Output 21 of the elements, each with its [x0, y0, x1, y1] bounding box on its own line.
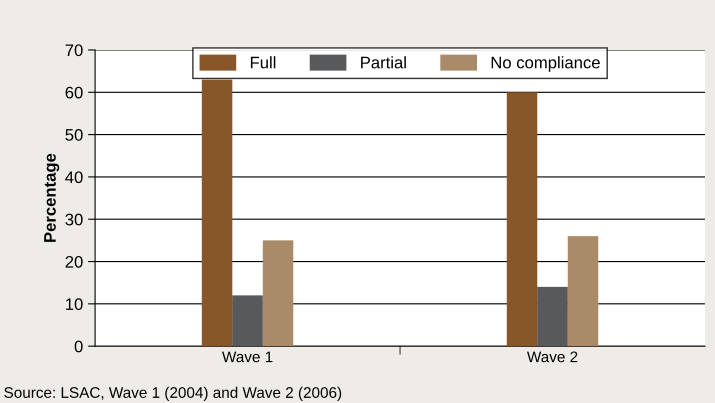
- y-tick-label: 10: [66, 298, 83, 310]
- y-tick-label: 0: [74, 340, 83, 352]
- legend-label: Full: [250, 56, 276, 68]
- y-tick-label: 30: [65, 214, 83, 226]
- bar: [262, 240, 294, 346]
- y-tick-label: 60: [66, 86, 83, 98]
- bar: [202, 80, 232, 346]
- legend-label: Partial: [361, 56, 406, 68]
- legend-label: No compliance: [492, 56, 600, 72]
- y-tick-label: 70: [66, 44, 83, 56]
- bar: [506, 92, 538, 346]
- bar: [568, 236, 598, 346]
- y-tick-label: 20: [66, 256, 83, 268]
- x-tick-label: Wave 1: [222, 352, 272, 362]
- bar: [537, 286, 568, 346]
- y-tick-label: 40: [65, 171, 83, 184]
- y-axis-title: Percentage: [44, 154, 60, 242]
- bar: [232, 295, 263, 346]
- source-note: Source: LSAC, Wave 1 (2004) and Wave 2 (2006): [4, 386, 342, 401]
- x-tick-label: Wave 2: [526, 351, 578, 362]
- y-tick-label: 50: [65, 129, 83, 141]
